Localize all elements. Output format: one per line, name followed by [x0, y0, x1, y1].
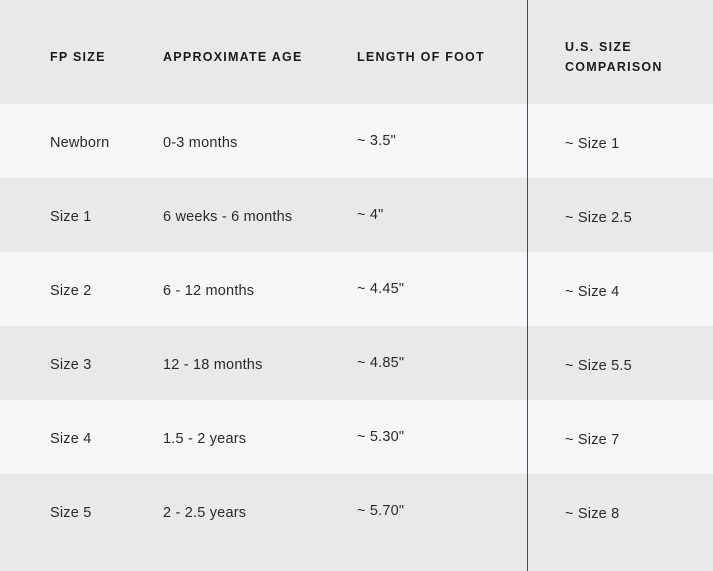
- cell-length-of-foot: ~ 5.70": [357, 503, 405, 519]
- cell-us-size-comparison: ~ Size 8: [565, 506, 620, 522]
- table-row: [0, 104, 713, 178]
- column-header-fp-size: FP SIZE: [50, 50, 106, 64]
- column-header-approximate-age: APPROXIMATE AGE: [163, 50, 303, 64]
- cell-fp-size: Size 4: [50, 431, 92, 447]
- cell-approximate-age: 12 - 18 months: [163, 357, 263, 373]
- cell-approximate-age: 1.5 - 2 years: [163, 431, 247, 447]
- table-row: [0, 326, 713, 400]
- cell-length-of-foot: ~ 5.30": [357, 429, 405, 445]
- column-header-us-size-comparison: U.S. SIZE COMPARISON: [565, 40, 663, 75]
- cell-us-size-comparison: ~ Size 5.5: [565, 358, 632, 374]
- cell-fp-size: Size 5: [50, 505, 92, 521]
- cell-length-of-foot: ~ 3.5": [357, 133, 397, 149]
- table-row: [0, 474, 713, 571]
- cell-approximate-age: 6 - 12 months: [163, 283, 255, 299]
- table-row: [0, 400, 713, 474]
- cell-fp-size: Newborn: [50, 135, 110, 151]
- cell-length-of-foot: ~ 4": [357, 207, 384, 223]
- cell-us-size-comparison: ~ Size 2.5: [565, 210, 632, 226]
- cell-us-size-comparison: ~ Size 7: [565, 432, 620, 448]
- cell-fp-size: Size 3: [50, 357, 92, 373]
- cell-approximate-age: 6 weeks - 6 months: [163, 209, 293, 225]
- cell-approximate-age: 0-3 months: [163, 135, 238, 151]
- cell-us-size-comparison: ~ Size 1: [565, 136, 620, 152]
- cell-approximate-age: 2 - 2.5 years: [163, 505, 247, 521]
- cell-length-of-foot: ~ 4.45": [357, 281, 405, 297]
- cell-us-size-comparison: ~ Size 4: [565, 284, 620, 300]
- table-row: [0, 252, 713, 326]
- table-header-row: [0, 0, 713, 104]
- cell-fp-size: Size 2: [50, 283, 92, 299]
- column-divider: [527, 0, 528, 571]
- cell-fp-size: Size 1: [50, 209, 92, 225]
- cell-length-of-foot: ~ 4.85": [357, 355, 405, 371]
- column-header-length-of-foot: LENGTH OF FOOT: [357, 50, 485, 64]
- table-row: [0, 178, 713, 252]
